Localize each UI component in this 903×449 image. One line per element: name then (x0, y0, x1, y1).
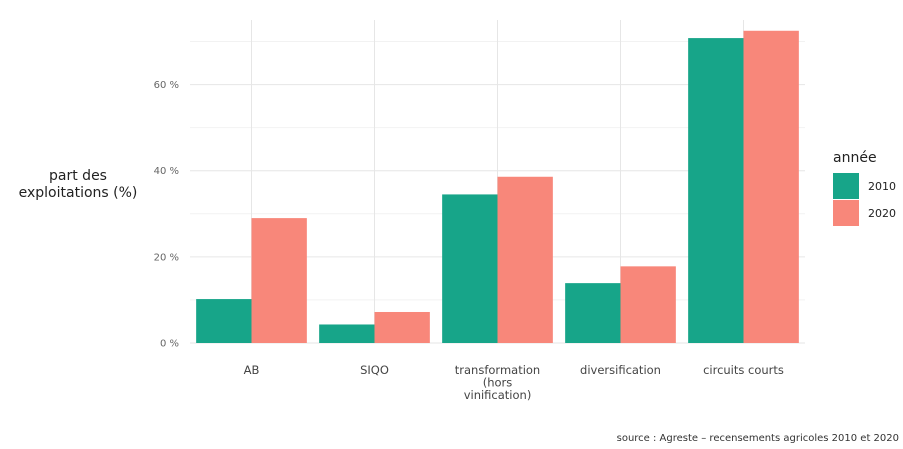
x-tick-label: AB (244, 363, 260, 377)
bar-2020-5 (743, 30, 799, 344)
x-tick-label: SIQO (360, 363, 389, 377)
bar-2020-2 (374, 311, 430, 343)
legend-label-2010: 2010 (868, 180, 896, 193)
x-tick-label-line: AB (244, 363, 260, 377)
x-axis-ticks: AB SIQO transformation (hors vinification) di… (244, 363, 784, 402)
y-axis-label-line-1: part des (49, 168, 107, 184)
legend-title: année (833, 150, 877, 166)
legend-key-2020 (833, 200, 859, 226)
legend-label-2020: 2020 (868, 207, 896, 220)
bar-2010-4 (565, 283, 621, 343)
bar-2010-2 (319, 324, 375, 343)
y-tick-label: 60 % (154, 80, 179, 91)
x-tick-label-line: circuits courts (703, 363, 784, 377)
y-axis-ticks: 0 % 20 % 40 % 60 % (154, 80, 179, 349)
legend: année 2010 2020 (833, 150, 896, 226)
x-tick-label-line: diversification (580, 363, 661, 377)
y-tick-label: 20 % (154, 252, 179, 263)
x-tick-label: circuits courts (703, 363, 784, 377)
bar-2010-1 (196, 299, 252, 343)
x-tick-label-line: vinification) (464, 388, 532, 402)
bar-2020-3 (497, 176, 553, 343)
y-axis-label-line-2: exploitations (%) (19, 185, 138, 201)
bar-2020-1 (251, 218, 307, 343)
x-tick-label-line: (hors (483, 376, 513, 390)
legend-key-2010 (833, 173, 859, 199)
bar-2020-4 (620, 266, 676, 343)
x-tick-label: diversification (580, 363, 661, 377)
x-tick-label: transformation (hors vinification) (455, 363, 540, 402)
y-tick-label: 0 % (160, 339, 179, 350)
x-tick-label-line: transformation (455, 363, 540, 377)
bars (196, 30, 799, 344)
source-note: source : Agreste – recensements agricole… (617, 433, 899, 444)
y-tick-label: 40 % (154, 166, 179, 177)
bar-2010-5 (688, 38, 744, 343)
x-tick-label-line: SIQO (360, 363, 389, 377)
bar-2010-3 (442, 194, 498, 343)
